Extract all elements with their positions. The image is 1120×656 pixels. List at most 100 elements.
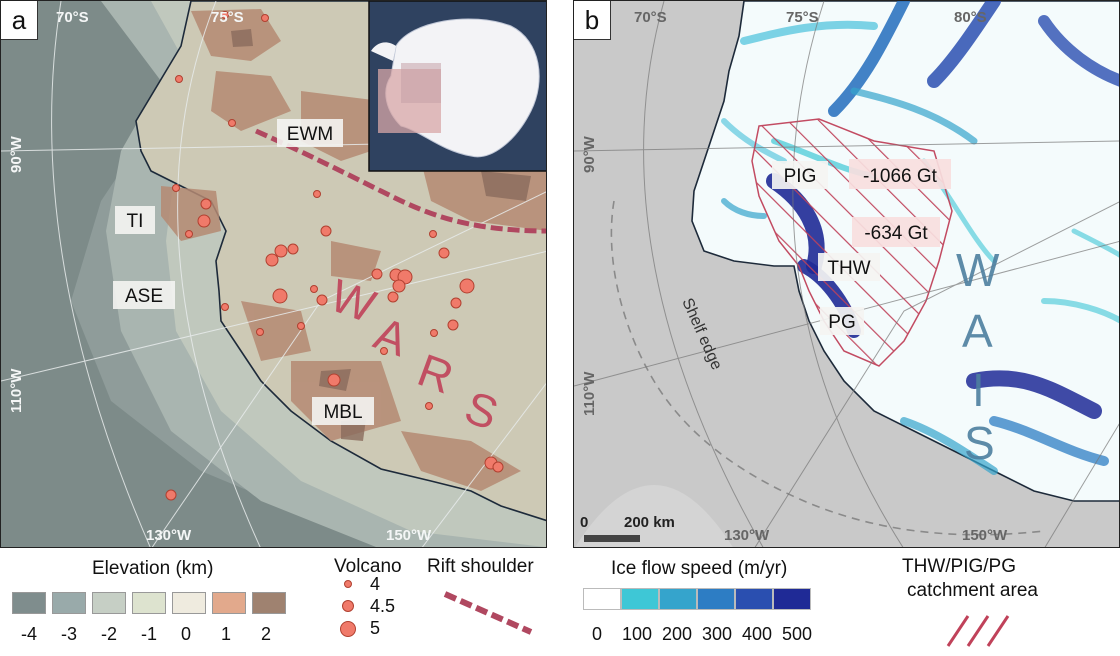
label-pig: PIG (784, 166, 817, 187)
legend-catchment: THW/PIG/PG catchment area (880, 550, 1120, 656)
volcano-4 (172, 184, 180, 192)
legend-ice-title: Ice flow speed (m/yr) (611, 558, 788, 579)
lon-label: 150°W (962, 527, 1008, 544)
graticule-labels-b: 70°S 75°S 80°S 90°W 110°W 130°W 150°W (581, 9, 1008, 544)
glacier-labels: PIG THW PG -1066 Gt -634 Gt (772, 159, 951, 335)
volcano-4-5 (438, 247, 450, 259)
lat-label: 75°S (786, 9, 819, 26)
elevation-tick: 1 (221, 624, 232, 644)
volcano-5 (197, 214, 211, 228)
volcano-4-icon (344, 580, 352, 588)
wais-letters: W A I S (956, 244, 1000, 469)
lat-label: 80°S (954, 9, 987, 26)
lon-label: 90°W (581, 135, 598, 173)
volcano-4 (185, 230, 193, 238)
graticule-labels-a: 70°S 75°S 90°W 110°W 130°W 150°W (8, 9, 432, 544)
legend-rift-title: Rift shoulder (427, 556, 534, 577)
elevation-tick: -4 (21, 624, 38, 644)
volcano-5 (272, 288, 288, 304)
scale-bar: 0 200 km (580, 514, 675, 542)
volcano-4-5 (320, 225, 332, 237)
elevation-tick: 0 (181, 624, 192, 644)
legend-ice-speed: Ice flow speed (m/yr) 0 100 200 300 400 500 (573, 550, 853, 656)
volcano-4 (261, 14, 269, 22)
ice-speed-tick: 300 (702, 624, 733, 644)
volcano-4 (221, 11, 229, 19)
panel-b-canvas: W A I S PIG THW PG -1066 Gt -634 Gt Shel… (574, 1, 1119, 547)
volcano-5 (392, 279, 406, 293)
panel-a-canvas: W A R S TI ASE EWM MBL 70°S 75°S 90°W 11… (1, 1, 546, 547)
volcano-markers (165, 11, 504, 501)
scale-label: 200 km (624, 514, 675, 531)
volcano-4 (425, 402, 433, 410)
region-labels: TI ASE EWM MBL (113, 119, 374, 425)
lon-label: 130°W (724, 527, 770, 544)
catchment-hatch-icon (946, 615, 1010, 647)
volcano-4-5 (287, 243, 299, 255)
rift-legend-line (443, 591, 533, 635)
panel-a-tag: a (1, 1, 38, 40)
wais-letter: I (972, 364, 985, 416)
panel-a-map: W A R S TI ASE EWM MBL 70°S 75°S 90°W 11… (0, 0, 547, 548)
legend-volcano: Volcano 4 4.5 5 (330, 550, 420, 656)
volcano-4-5 (492, 461, 504, 473)
volcano-size-4: 4 (370, 574, 381, 594)
inset-antarctica (368, 1, 546, 172)
elevation-swatch (212, 592, 246, 614)
volcano-5 (265, 253, 279, 267)
volcano-4 (313, 190, 321, 198)
label-ti: TI (127, 211, 144, 232)
ice-speed-swatch (583, 588, 621, 610)
volcano-4-5 (200, 198, 212, 210)
volcano-4-5 (371, 268, 383, 280)
label-mass-thw: -634 Gt (864, 223, 928, 244)
ice-speed-swatch (735, 588, 773, 610)
elevation-swatch (172, 592, 206, 614)
legend-catchment-title-1: THW/PIG/PG (902, 556, 1016, 577)
outer-ring (575, 485, 733, 547)
elevation-swatch (252, 592, 286, 614)
volcano-size-5: 5 (370, 618, 381, 638)
label-pg: PG (828, 312, 855, 333)
volcano-4-5 (450, 297, 462, 309)
volcano-5 (274, 244, 288, 258)
volcano-4-5 (447, 319, 459, 331)
label-mbl: MBL (323, 402, 362, 423)
label-thw: THW (827, 258, 870, 279)
elevation-tick: -3 (61, 624, 78, 644)
volcano-4 (430, 329, 438, 337)
wais-letter: W (956, 244, 1000, 296)
legend-rift: Rift shoulder (425, 550, 555, 656)
label-mass-pig: -1066 Gt (863, 166, 938, 187)
volcano-size-4-5: 4.5 (370, 596, 396, 616)
volcano-4-5 (316, 294, 328, 306)
scale-zero: 0 (580, 514, 588, 531)
lon-label: 110°W (8, 368, 25, 413)
ice-speed-tick: 500 (782, 624, 813, 644)
ice-speed-tick: 200 (662, 624, 693, 644)
elevation-tick: -2 (101, 624, 118, 644)
lat-label: 75°S (211, 9, 244, 26)
lon-label: 130°W (146, 527, 192, 544)
panel-b-map: W A I S PIG THW PG -1066 Gt -634 Gt Shel… (573, 0, 1120, 548)
label-ewm: EWM (287, 124, 333, 145)
lat-label: 70°S (634, 9, 667, 26)
ice-speed-tick: 100 (622, 624, 653, 644)
volcano-5-icon (340, 621, 356, 637)
elevation-swatch (12, 592, 46, 614)
legend-elevation: Elevation (km) -4 -3 -2 -1 0 1 2 (0, 550, 310, 656)
label-ase: ASE (125, 286, 163, 307)
lon-label: 90°W (8, 135, 25, 173)
ice-speed-swatch (697, 588, 735, 610)
volcano-4 (310, 285, 318, 293)
ice-speed-swatch (659, 588, 697, 610)
volcano-4 (380, 347, 388, 355)
volcano-4 (256, 328, 264, 336)
ice-speed-swatch (621, 588, 659, 610)
elevation-tick: 2 (261, 624, 272, 644)
wais-letter: S (964, 417, 995, 469)
volcano-5 (459, 278, 475, 294)
panel-b-tag: b (574, 1, 611, 40)
volcano-4 (228, 119, 236, 127)
rift-shoulder-line (254, 128, 546, 234)
